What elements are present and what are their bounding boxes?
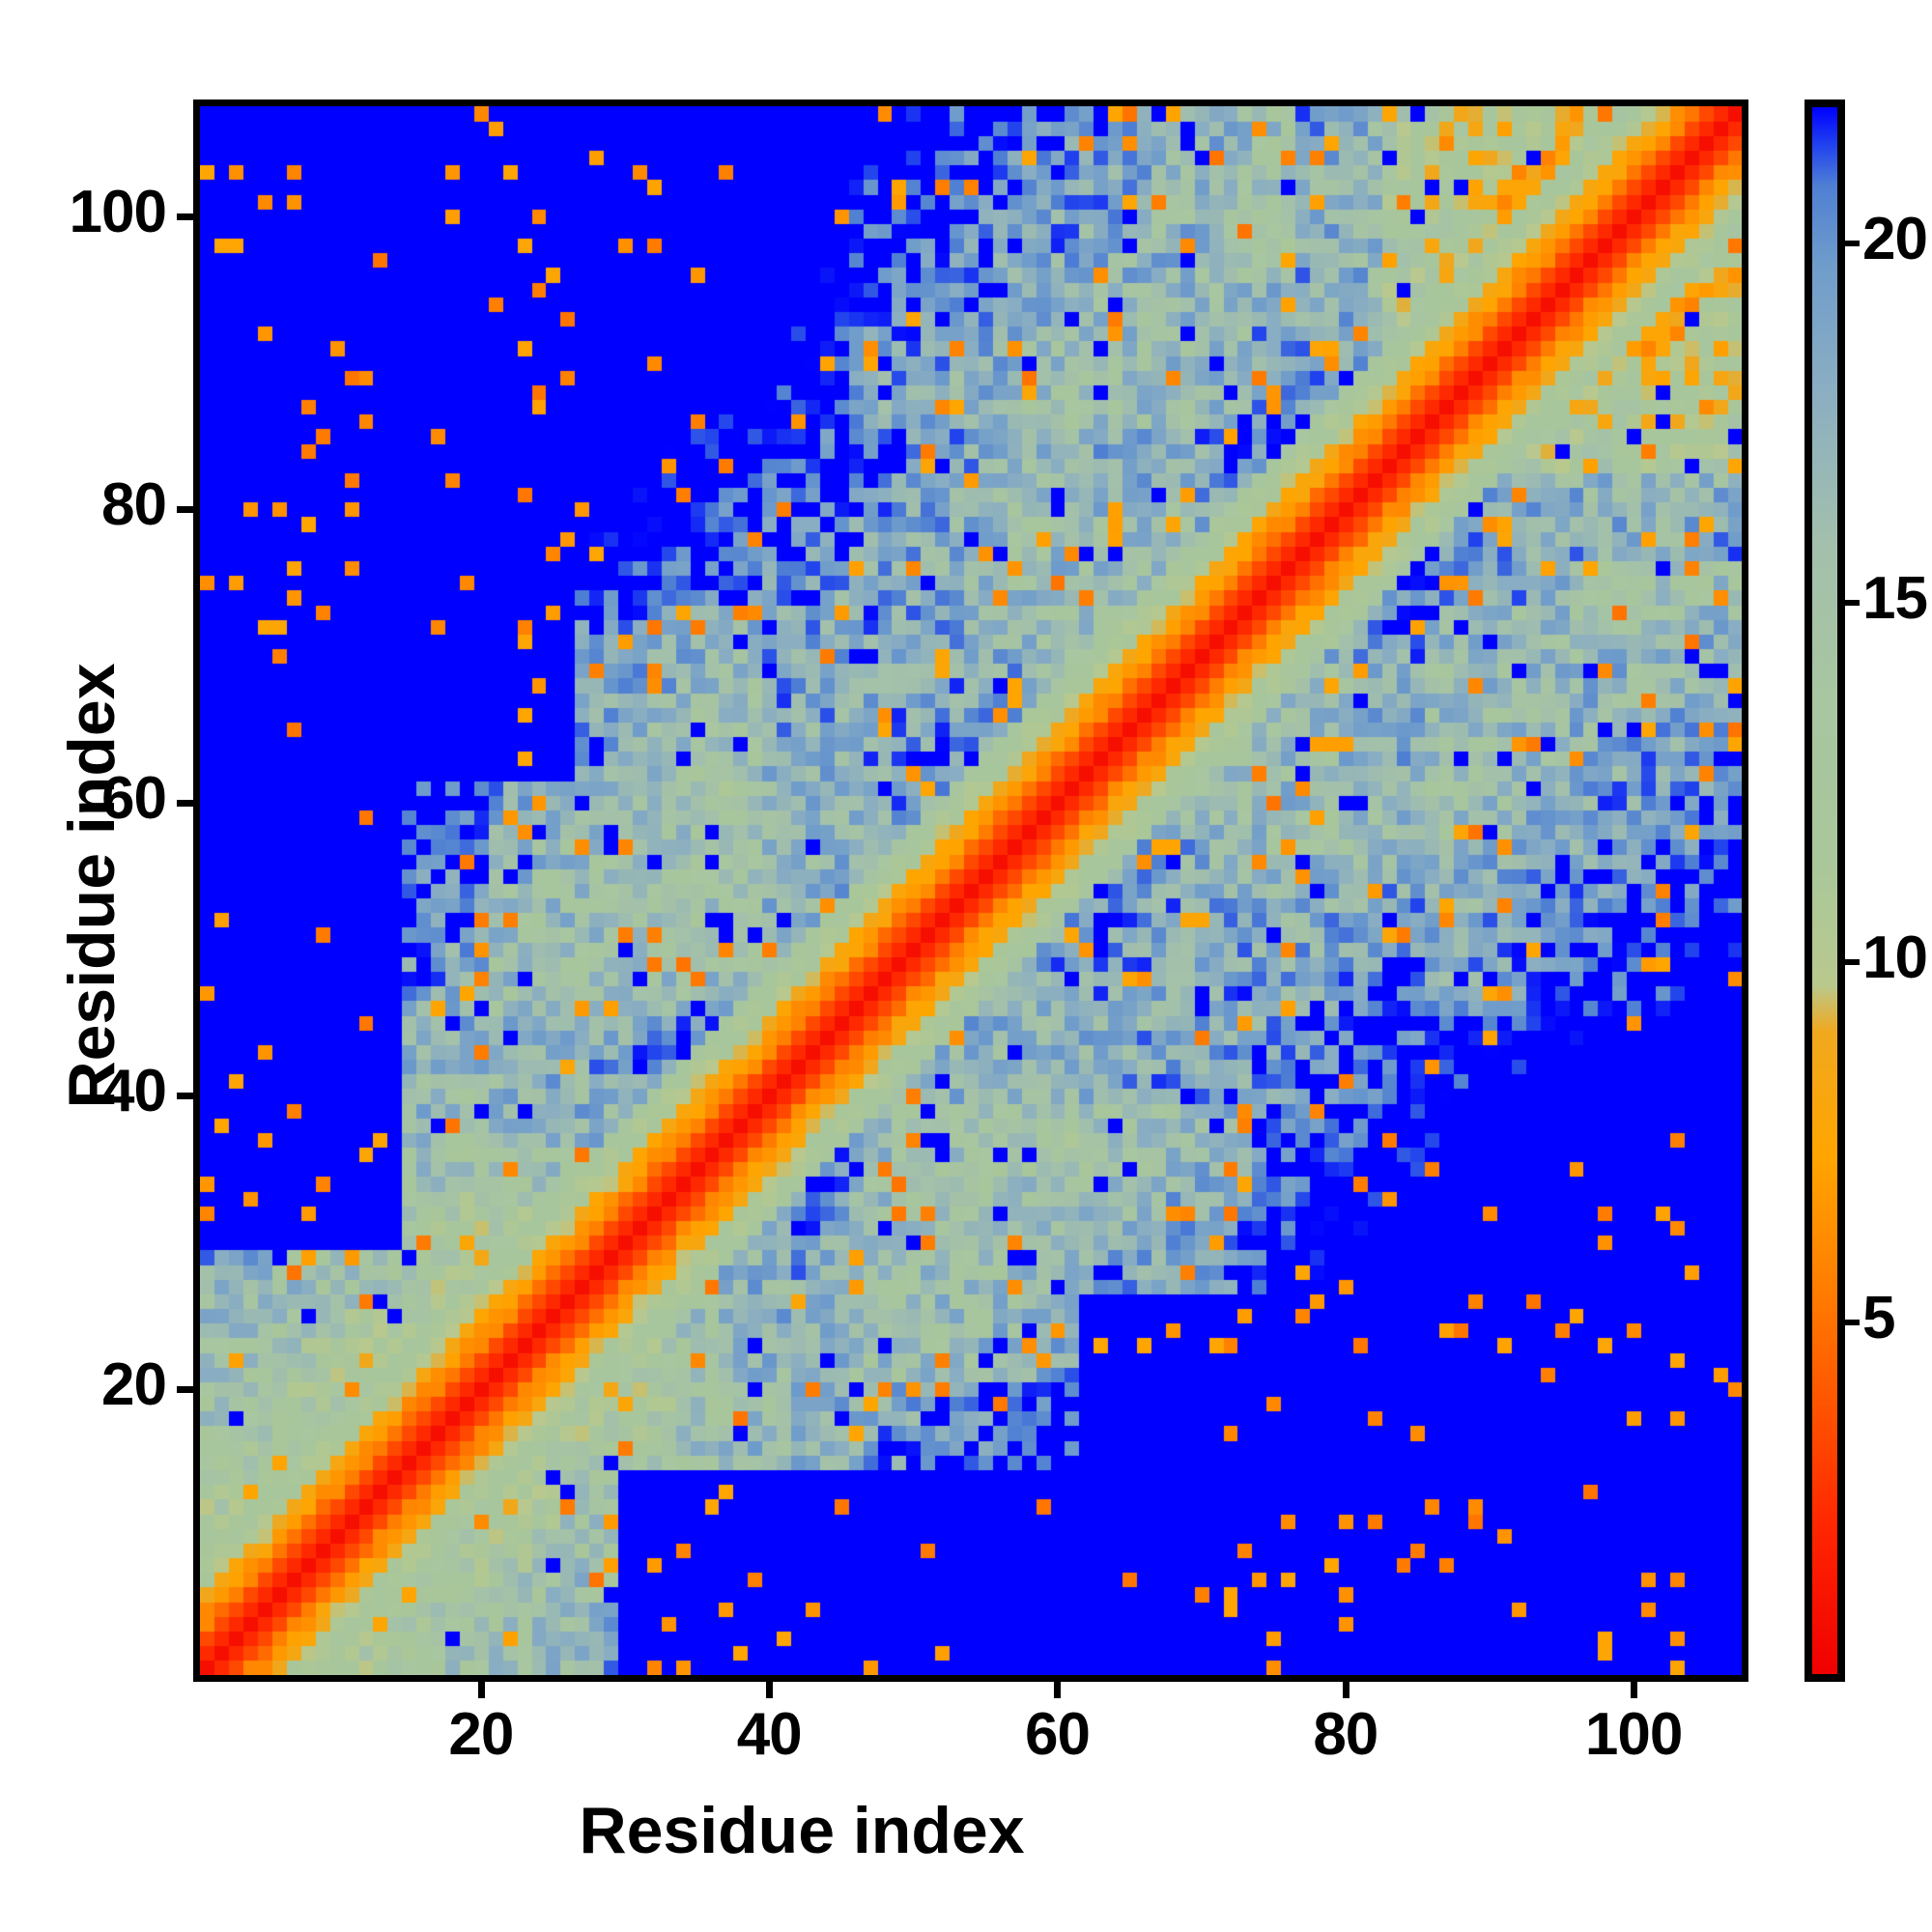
x-tick-mark <box>1342 1682 1350 1698</box>
y-tick-label-60: 60 <box>101 764 167 832</box>
x-tick-label-60: 60 <box>1025 1701 1091 1768</box>
colorbar-tick-label-20: 20 <box>1862 205 1928 272</box>
x-axis-title-text: Residue index <box>579 1794 1025 1867</box>
y-tick-mark <box>177 1093 193 1100</box>
heatmap-plot-area[interactable] <box>193 99 1748 1682</box>
x-tick-mark <box>766 1682 774 1698</box>
y-tick-label-80: 80 <box>101 471 167 539</box>
colorbar-tick-label-10: 10 <box>1862 924 1928 992</box>
colorbar-tick-mark <box>1845 600 1860 607</box>
x-tick-label-40: 40 <box>736 1701 803 1768</box>
colorbar-tick-label-5: 5 <box>1862 1284 1895 1351</box>
x-tick-label-20: 20 <box>448 1701 514 1768</box>
colorbar-tick-mark <box>1845 240 1860 246</box>
colorbar-tick-mark <box>1845 959 1860 966</box>
colorbar-group: 5 10 15 20 <box>1804 99 1932 1682</box>
colorbar-tick-label-15: 15 <box>1862 565 1928 633</box>
x-tick-mark <box>1054 1682 1062 1698</box>
colorbar-tick-mark <box>1845 1319 1860 1325</box>
x-axis-title: Residue index <box>0 1793 1932 1868</box>
x-tick-mark <box>1631 1682 1638 1698</box>
y-tick-mark <box>177 1386 193 1394</box>
y-tick-mark <box>177 506 193 514</box>
y-tick-label-20: 20 <box>101 1351 167 1419</box>
y-tick-label-100: 100 <box>69 178 167 245</box>
x-tick-label-100: 100 <box>1584 1701 1683 1768</box>
colorbar-gradient <box>1812 107 1837 1674</box>
x-tick-label-80: 80 <box>1313 1701 1378 1768</box>
x-tick-mark <box>477 1682 485 1698</box>
y-tick-label-40: 40 <box>101 1058 167 1125</box>
y-tick-mark <box>177 213 193 220</box>
y-axis-title: Residue index <box>55 663 128 1109</box>
heatmap-canvas <box>200 106 1742 1675</box>
colorbar[interactable] <box>1804 99 1845 1682</box>
y-tick-mark <box>177 799 193 807</box>
